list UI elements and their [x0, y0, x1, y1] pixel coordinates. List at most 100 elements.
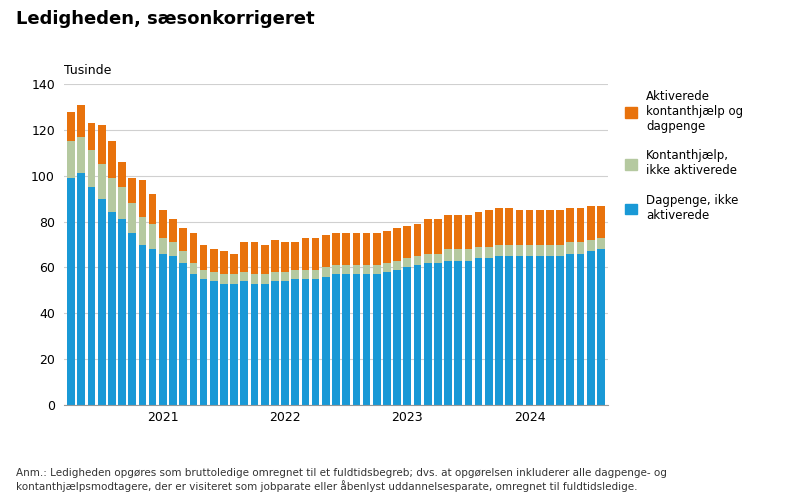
Bar — [353, 233, 360, 265]
Bar — [312, 270, 319, 279]
Bar — [312, 279, 319, 405]
Text: Tusinde: Tusinde — [64, 64, 111, 77]
Bar — [88, 187, 95, 405]
Bar — [210, 272, 218, 281]
Bar — [241, 242, 248, 272]
Text: Ledigheden, sæsonkorrigeret: Ledigheden, sæsonkorrigeret — [16, 10, 314, 28]
Bar — [475, 247, 482, 258]
Bar — [394, 228, 401, 261]
Bar — [444, 261, 452, 405]
Bar — [282, 242, 289, 272]
Bar — [200, 279, 207, 405]
Bar — [556, 256, 564, 405]
Bar — [108, 178, 116, 212]
Legend: Aktiverede
kontanthjælp og
dagpenge, Kontanthjælp,
ikke aktiverede, Dagpenge, ik: Aktiverede kontanthjælp og dagpenge, Kon… — [625, 90, 743, 222]
Bar — [88, 123, 95, 151]
Bar — [98, 125, 106, 164]
Bar — [200, 245, 207, 270]
Bar — [475, 212, 482, 247]
Bar — [322, 235, 330, 267]
Bar — [250, 274, 258, 284]
Bar — [383, 263, 390, 272]
Bar — [587, 240, 594, 251]
Bar — [597, 238, 605, 249]
Bar — [332, 274, 340, 405]
Bar — [373, 265, 381, 274]
Bar — [465, 249, 472, 261]
Bar — [362, 233, 370, 265]
Bar — [129, 233, 136, 405]
Bar — [190, 274, 197, 405]
Bar — [88, 151, 95, 187]
Bar — [322, 267, 330, 277]
Bar — [138, 217, 146, 245]
Bar — [587, 206, 594, 240]
Bar — [149, 224, 157, 249]
Bar — [210, 281, 218, 405]
Bar — [78, 105, 85, 137]
Bar — [230, 254, 238, 274]
Bar — [67, 112, 75, 141]
Bar — [403, 226, 411, 258]
Bar — [98, 199, 106, 405]
Bar — [118, 162, 126, 187]
Bar — [485, 210, 493, 247]
Bar — [454, 249, 462, 261]
Bar — [353, 265, 360, 274]
Bar — [159, 254, 166, 405]
Bar — [67, 178, 75, 405]
Bar — [230, 284, 238, 405]
Bar — [424, 254, 431, 263]
Bar — [108, 141, 116, 178]
Bar — [179, 263, 187, 405]
Bar — [282, 281, 289, 405]
Bar — [454, 215, 462, 249]
Bar — [98, 165, 106, 199]
Bar — [526, 256, 534, 405]
Bar — [118, 219, 126, 405]
Bar — [342, 233, 350, 265]
Bar — [536, 245, 543, 256]
Bar — [383, 272, 390, 405]
Bar — [403, 258, 411, 267]
Bar — [394, 270, 401, 405]
Bar — [190, 263, 197, 274]
Bar — [485, 247, 493, 258]
Bar — [536, 256, 543, 405]
Bar — [282, 272, 289, 281]
Bar — [210, 249, 218, 272]
Bar — [179, 251, 187, 263]
Bar — [465, 215, 472, 249]
Bar — [129, 178, 136, 203]
Bar — [434, 219, 442, 254]
Bar — [597, 206, 605, 238]
Bar — [78, 137, 85, 173]
Bar — [291, 270, 299, 279]
Bar — [129, 203, 136, 233]
Bar — [261, 274, 269, 284]
Bar — [362, 265, 370, 274]
Text: Anm.: Ledigheden opgøres som bruttoledige omregnet til et fuldtidsbegreb; dvs. a: Anm.: Ledigheden opgøres som bruttoledig… — [16, 468, 667, 492]
Bar — [495, 245, 503, 256]
Bar — [138, 180, 146, 217]
Bar — [353, 274, 360, 405]
Bar — [250, 242, 258, 274]
Bar — [566, 254, 574, 405]
Bar — [403, 267, 411, 405]
Bar — [190, 233, 197, 263]
Bar — [475, 258, 482, 405]
Bar — [169, 256, 177, 405]
Bar — [312, 238, 319, 270]
Bar — [159, 238, 166, 254]
Bar — [149, 249, 157, 405]
Bar — [241, 281, 248, 405]
Bar — [515, 210, 523, 245]
Bar — [230, 274, 238, 284]
Bar — [515, 245, 523, 256]
Bar — [261, 245, 269, 274]
Bar — [291, 279, 299, 405]
Bar — [302, 279, 310, 405]
Bar — [434, 254, 442, 263]
Bar — [169, 242, 177, 256]
Bar — [241, 272, 248, 281]
